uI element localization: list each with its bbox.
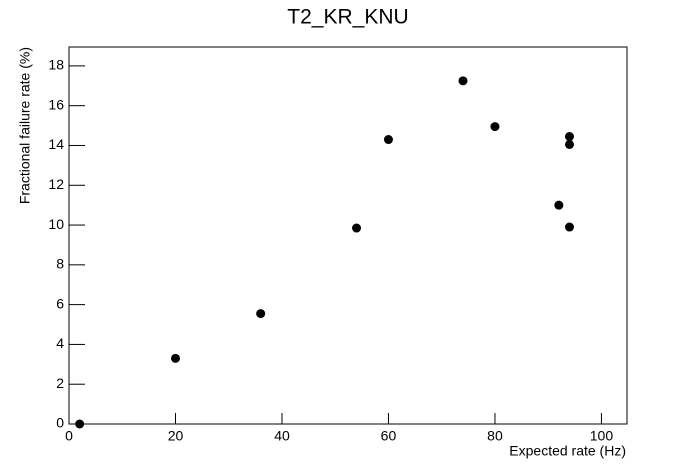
point <box>490 122 500 132</box>
point <box>564 139 574 149</box>
x-tick-label: 100 <box>590 428 614 444</box>
x-tick-label: 40 <box>274 428 290 444</box>
point <box>383 135 393 145</box>
x-tick-label: 20 <box>168 428 184 444</box>
point <box>256 309 266 319</box>
point <box>75 419 85 429</box>
y-tick-label: 16 <box>48 96 64 112</box>
y-tick-label: 18 <box>48 57 64 73</box>
chart-title: T2_KR_KNU <box>287 6 408 29</box>
point <box>564 132 574 142</box>
y-tick-label: 12 <box>48 176 64 192</box>
y-tick-label: 8 <box>56 256 64 272</box>
y-tick-label: 10 <box>48 216 64 232</box>
y-tick-label: 4 <box>56 335 64 351</box>
point <box>352 223 362 233</box>
point <box>458 76 468 86</box>
y-tick-label: 2 <box>56 375 64 391</box>
x-tick-label: 80 <box>487 428 503 444</box>
y-tick-label: 0 <box>56 415 64 431</box>
plot-frame <box>68 46 628 425</box>
y-axis-title: Fractional failure rate (%) <box>17 47 33 204</box>
point <box>564 222 574 232</box>
point <box>554 200 564 210</box>
y-tick-label: 6 <box>56 295 64 311</box>
x-tick-label: 60 <box>381 428 397 444</box>
point <box>170 353 180 363</box>
x-axis-title: Expected rate (Hz) <box>509 443 626 459</box>
y-tick-label: 14 <box>48 136 64 152</box>
x-tick-label: 0 <box>65 428 73 444</box>
